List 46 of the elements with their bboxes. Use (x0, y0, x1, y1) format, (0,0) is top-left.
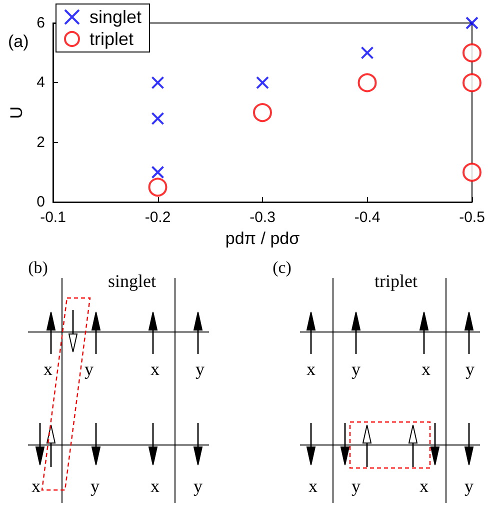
legend-label: triplet (90, 29, 134, 49)
point (148, 178, 168, 197)
x-tick-label: -0.5 (459, 209, 485, 226)
text: y (84, 359, 94, 379)
x-tick-label: -0.2 (144, 209, 171, 226)
y-tick-label: 4 (36, 74, 45, 92)
text: y (196, 359, 204, 379)
text: triplet (374, 271, 418, 291)
point (256, 76, 269, 90)
text: singlet (108, 271, 156, 291)
text: x (420, 476, 428, 496)
y-axis-title: U (7, 106, 26, 119)
text: x (308, 476, 318, 496)
text: x (32, 476, 40, 496)
text: x (306, 359, 316, 379)
y-tick-label: 2 (36, 134, 45, 151)
point (151, 166, 164, 179)
y-tick-label: 0 (36, 194, 45, 211)
x-axis-title: pdπ / pdσ (225, 229, 300, 248)
text: x (44, 359, 52, 379)
legend-label: singlet (90, 7, 142, 27)
x-tick-label: -0.3 (250, 209, 276, 226)
point (462, 43, 482, 62)
text: y (466, 359, 474, 379)
point (466, 16, 478, 30)
point (360, 46, 374, 60)
text: y (464, 476, 474, 496)
point (151, 76, 164, 90)
text: y (352, 476, 360, 496)
point (151, 112, 164, 126)
y-tick-label: 6 (36, 14, 45, 32)
text: y (90, 476, 100, 496)
point (358, 73, 377, 92)
point (462, 162, 482, 182)
text: y (194, 476, 202, 496)
point (253, 103, 272, 122)
x-tick-label: -0.1 (40, 209, 66, 226)
text: (b) (28, 258, 48, 277)
text: y (352, 359, 360, 379)
point (462, 73, 482, 92)
text: x (150, 359, 160, 379)
text: (c) (272, 258, 292, 277)
text: x (422, 359, 430, 379)
text: x (150, 476, 160, 496)
x-tick-label: -0.4 (354, 209, 380, 226)
text: (a) (8, 32, 29, 51)
